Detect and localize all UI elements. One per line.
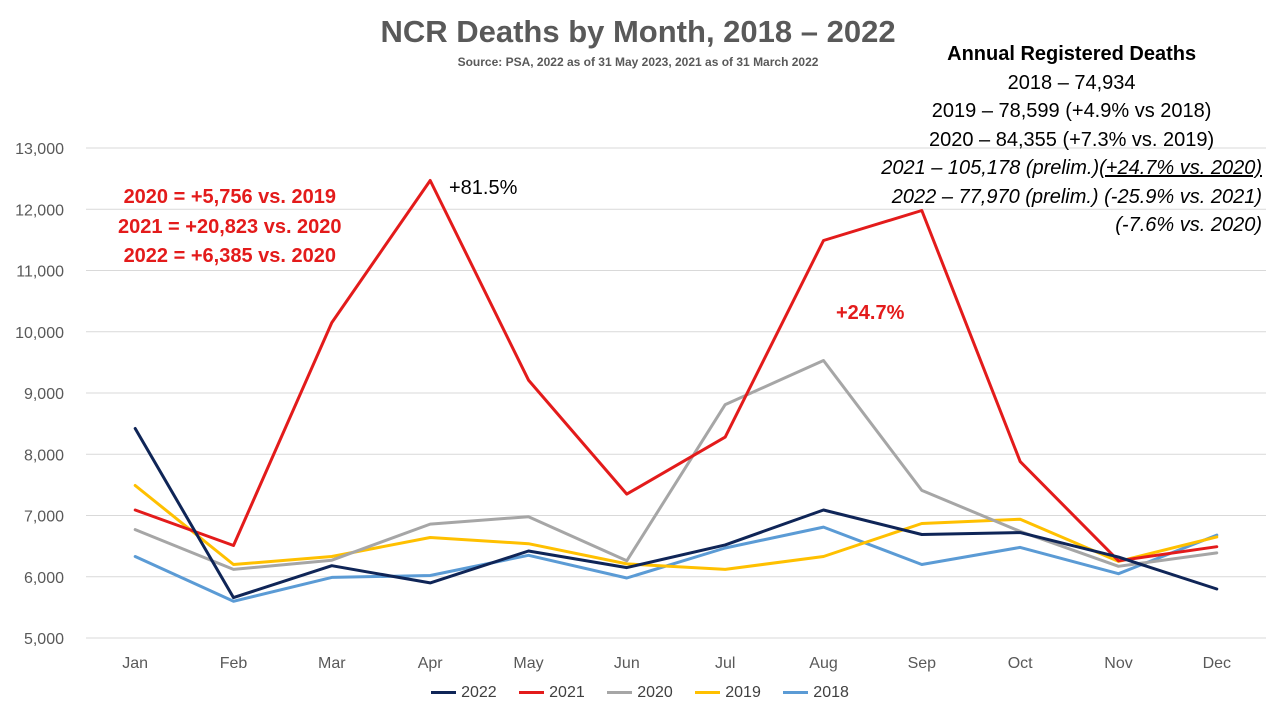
legend-item-2018: 2018 (783, 684, 849, 702)
annual-2021-change: (+24.7% vs. 2020) (1099, 157, 1262, 179)
apr-peak-annotation: +81.5% (449, 177, 518, 199)
legend-label-2018: 2018 (813, 684, 849, 701)
annual-2022: 2022 – 77,970 (prelim.) (-25.9% vs. 2021… (891, 185, 1262, 208)
y-tick-label: 11,000 (16, 264, 64, 281)
annual-deaths-box: Annual Registered Deaths 2018 – 74,934 2… (881, 40, 1262, 240)
legend-item-2022: 2022 (431, 684, 497, 702)
diff-2021: 2021 = +20,823 vs. 2020 (118, 215, 342, 238)
chart-subtitle: Source: PSA, 2022 as of 31 May 2023, 202… (457, 55, 819, 69)
aug-peak-annotation: +24.7% (836, 302, 905, 324)
y-tick-label: 8,000 (24, 447, 64, 464)
legend: 2022 2021 2020 2019 2018 (0, 684, 1280, 702)
x-tick-label: Jul (715, 655, 735, 672)
legend-swatch-2021 (519, 691, 545, 695)
x-tick-label: Sep (908, 655, 937, 672)
legend-swatch-2022 (431, 691, 457, 695)
annual-2018: 2018 – 74,934 (1007, 71, 1136, 94)
annual-2021-main: 2021 – 105,178 (prelim.) (881, 157, 1100, 179)
y-tick-label: 7,000 (24, 509, 64, 526)
series-line-2021 (133, 179, 1219, 563)
y-tick-label: 12,000 (15, 202, 64, 219)
legend-swatch-2018 (783, 691, 809, 695)
series-line-2018 (133, 525, 1219, 603)
x-tick-label: Oct (1008, 655, 1033, 672)
annual-2021: 2021 – 105,178 (prelim.)(+24.7% vs. 2020… (881, 154, 1262, 183)
annual-heading: Annual Registered Deaths (947, 43, 1197, 65)
gridlines (86, 147, 1266, 639)
x-tick-label: Nov (1104, 655, 1132, 672)
legend-label-2019: 2019 (725, 684, 761, 701)
y-axis: 5,000 6,000 7,000 8,000 9,000 10,000 11,000 12,… (15, 141, 64, 648)
y-tick-label: 13,000 (15, 141, 64, 158)
y-tick-label: 5,000 (24, 631, 64, 648)
series-line-2019 (133, 484, 1219, 571)
legend-item-2019: 2019 (695, 684, 761, 702)
diff-2020: 2020 = +5,756 vs. 2019 (123, 186, 336, 208)
diff-2022: 2022 = +6,385 vs. 2020 (123, 245, 336, 267)
annual-2020: 2020 – 84,355 (+7.3% vs. 2019) (928, 128, 1215, 151)
x-tick-label: Jun (614, 655, 640, 672)
x-tick-label: Mar (318, 655, 346, 672)
chart-title: NCR Deaths by Month, 2018 – 2022 (380, 14, 896, 49)
difference-annotations: 2020 = +5,756 vs. 2019 2021 = +20,823 vs… (118, 183, 342, 272)
annual-2022-vs-2020: (-7.6% vs. 2020) (1115, 214, 1262, 236)
legend-item-2020: 2020 (607, 684, 673, 702)
legend-swatch-2019 (695, 691, 721, 695)
x-tick-label: Dec (1203, 655, 1231, 672)
legend-item-2021: 2021 (519, 684, 585, 702)
series-line-2022 (133, 427, 1219, 600)
y-tick-label: 10,000 (15, 325, 64, 342)
x-tick-label: May (513, 655, 543, 672)
x-tick-label: Feb (220, 655, 248, 672)
x-tick-label: Jan (122, 655, 148, 672)
x-axis: Jan Feb Mar Apr May Jun Jul Aug Sep Oct Nov Dec (122, 655, 1231, 672)
legend-label-2020: 2020 (637, 684, 673, 701)
series-lines (133, 179, 1219, 603)
annual-2019: 2019 – 78,599 (+4.9% vs 2018) (931, 100, 1212, 122)
x-tick-label: Apr (418, 655, 444, 672)
legend-label-2022: 2022 (461, 684, 497, 701)
x-tick-label: Aug (809, 655, 837, 672)
legend-swatch-2020 (607, 691, 633, 695)
legend-label-2021: 2021 (549, 684, 585, 701)
y-tick-label: 6,000 (24, 570, 64, 587)
y-tick-label: 9,000 (24, 386, 64, 403)
